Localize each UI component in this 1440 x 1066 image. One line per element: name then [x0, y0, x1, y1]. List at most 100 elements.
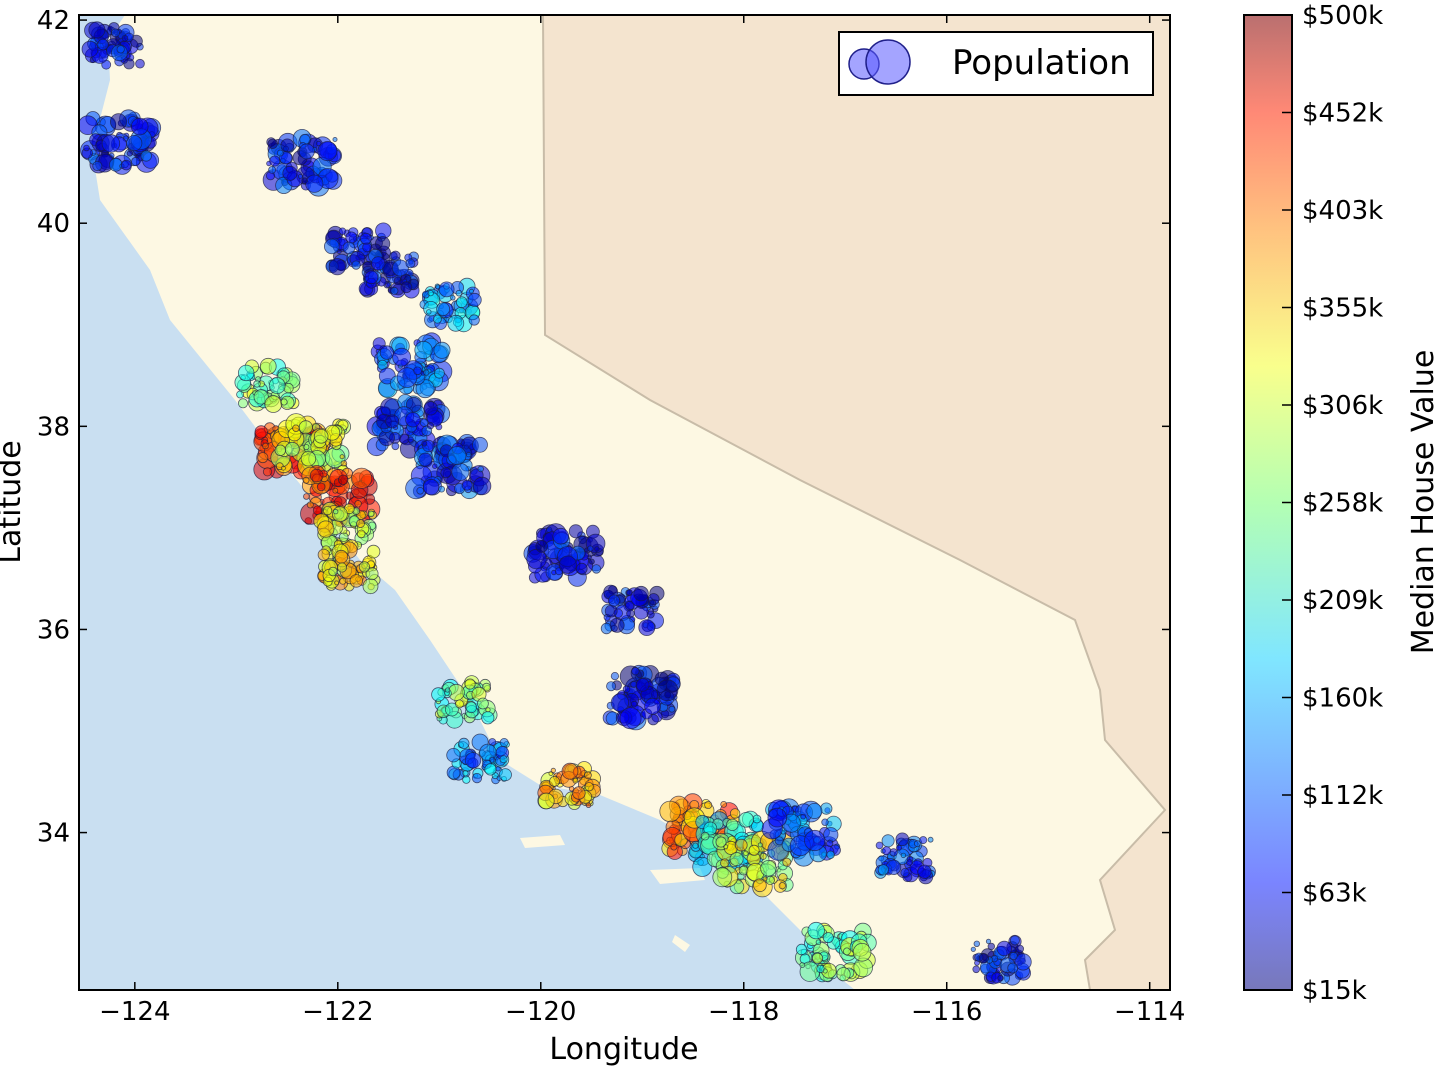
data-point: [338, 227, 347, 235]
data-point: [298, 420, 313, 435]
data-point: [354, 500, 362, 508]
data-point: [126, 135, 143, 152]
data-point: [468, 314, 480, 326]
data-point: [92, 160, 103, 171]
data-point: [572, 777, 579, 784]
data-point: [280, 138, 295, 153]
data-point: [469, 288, 474, 294]
data-point: [464, 752, 482, 769]
data-point: [917, 864, 932, 879]
data-point: [358, 561, 370, 573]
data-point: [604, 604, 618, 618]
data-point: [339, 577, 347, 585]
data-point: [619, 707, 642, 730]
data-point: [259, 357, 277, 375]
data-point: [328, 258, 346, 276]
channel-island: [650, 868, 705, 884]
channel-island: [672, 935, 690, 952]
data-point: [371, 256, 386, 271]
data-point: [882, 846, 892, 856]
data-point: [799, 962, 806, 968]
data-point: [461, 479, 473, 491]
data-point: [481, 711, 495, 725]
data-point: [447, 314, 465, 332]
data-point: [423, 369, 430, 376]
data-point: [237, 364, 255, 382]
data-point: [743, 850, 749, 856]
data-point: [317, 520, 335, 538]
data-point: [624, 600, 635, 611]
data-point: [350, 467, 373, 489]
data-point: [734, 838, 748, 852]
state-border: [542, 15, 1167, 990]
data-point: [356, 529, 366, 539]
data-point: [996, 940, 1013, 957]
data-point: [633, 585, 649, 602]
data-point: [537, 792, 555, 810]
data-point: [594, 546, 600, 552]
data-point: [390, 250, 401, 261]
data-point: [561, 762, 579, 780]
y-tick-label: 36: [37, 615, 70, 645]
data-point: [644, 697, 661, 715]
data-point: [875, 841, 884, 850]
data-point: [385, 282, 391, 288]
x-axis-label: Longitude: [549, 1032, 698, 1066]
data-point: [116, 45, 125, 54]
data-point: [400, 281, 413, 294]
data-point: [431, 687, 446, 702]
data-point: [359, 232, 372, 245]
colorbar-tick-label: $258k: [1302, 489, 1383, 519]
data-point: [748, 844, 760, 856]
data-point: [451, 462, 470, 481]
data-point: [752, 814, 762, 824]
data-point: [362, 578, 379, 595]
data-point: [331, 506, 348, 523]
data-point: [264, 395, 283, 413]
data-point: [322, 505, 333, 516]
colorbar-tick-label: $500k: [1302, 1, 1383, 31]
data-point: [110, 113, 128, 131]
data-point: [268, 377, 286, 395]
data-point: [280, 398, 288, 406]
colorbar-tick-label: $15k: [1302, 976, 1367, 1006]
x-tick-label: −114: [1114, 997, 1185, 1027]
data-point: [316, 140, 322, 147]
data-point: [795, 943, 808, 956]
data-point: [607, 594, 621, 607]
data-point: [1007, 962, 1019, 974]
data-point: [914, 840, 921, 847]
data-point: [900, 867, 910, 878]
data-point: [446, 748, 461, 763]
data-point: [635, 677, 650, 692]
data-point: [356, 519, 365, 528]
data-point: [715, 836, 727, 848]
data-point: [471, 772, 483, 784]
data-point: [587, 545, 594, 552]
data-point: [638, 619, 656, 636]
data-point: [877, 864, 889, 876]
data-point: [552, 527, 570, 545]
data-point: [549, 776, 560, 787]
data-point: [458, 737, 470, 750]
data-point: [584, 771, 592, 780]
data-point: [333, 508, 339, 515]
data-point: [455, 289, 463, 297]
data-point: [130, 117, 149, 136]
data-point: [610, 671, 620, 681]
data-point: [444, 702, 459, 717]
data-point: [692, 856, 713, 877]
data-point: [332, 136, 338, 142]
colorbar-tick-label: $452k: [1302, 99, 1383, 129]
data-point: [385, 414, 400, 429]
data-point: [305, 174, 324, 193]
data-point: [262, 442, 269, 450]
data-point: [396, 367, 418, 388]
data-point: [438, 281, 455, 298]
data-point: [606, 681, 617, 692]
y-axis: 34 36 38 40 42: [37, 6, 1170, 849]
data-point: [630, 700, 638, 708]
data-point: [301, 177, 308, 185]
data-point: [843, 947, 851, 956]
